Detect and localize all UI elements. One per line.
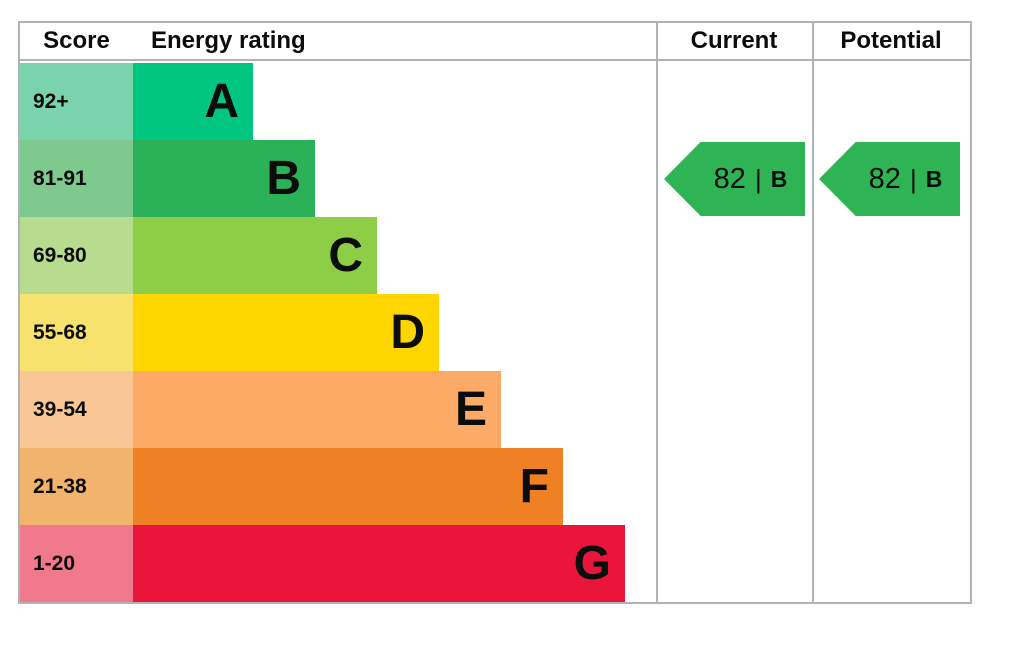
band-letter: E [454, 382, 487, 436]
score-range-label: 21-38 [20, 448, 133, 525]
score-band-divider: | [909, 163, 917, 194]
band-row-e: 39-54 E [20, 371, 970, 448]
score-range-label: 55-68 [20, 294, 133, 371]
score-range-label: 92+ [20, 63, 133, 140]
current-band-letter: B [770, 165, 788, 192]
rating-bar-e: E [133, 371, 501, 448]
rating-bar-c: C [133, 217, 377, 294]
potential-column-header: Potential [840, 27, 942, 54]
band-row-a: 92+ A [20, 63, 970, 140]
band-letter: G [573, 536, 611, 590]
score-range-label: 39-54 [20, 371, 133, 448]
score-band-divider: | [754, 163, 762, 194]
potential-score: 82 [868, 162, 901, 195]
energy-rating-column-header: Energy rating [151, 27, 306, 54]
epc-table: Score Energy rating Current Potential 92… [18, 21, 972, 604]
rating-bar-f: F [133, 448, 563, 525]
band-letter: A [204, 74, 239, 128]
rating-bands: 92+ A 81-91 B 69-80 C 55-68 D 39-54 E 21… [20, 63, 970, 602]
band-letter: D [390, 305, 425, 359]
band-letter: F [519, 459, 549, 513]
current-rating-arrow: 82 | B [664, 142, 805, 216]
rating-bar-g: G [133, 525, 625, 602]
potential-column-divider [812, 23, 814, 602]
current-score: 82 [713, 162, 746, 195]
band-row-f: 21-38 F [20, 448, 970, 525]
table-header: Score Energy rating Current Potential [20, 23, 970, 61]
score-range-label: 69-80 [20, 217, 133, 294]
rating-bar-b: B [133, 140, 315, 217]
band-row-b: 81-91 B [20, 140, 970, 217]
band-letter: B [266, 151, 301, 205]
score-range-label: 1-20 [20, 525, 133, 602]
rating-bar-d: D [133, 294, 439, 371]
band-row-g: 1-20 G [20, 525, 970, 602]
current-column-header: Current [690, 27, 778, 54]
band-row-d: 55-68 D [20, 294, 970, 371]
score-column-header: Score [43, 27, 110, 54]
band-letter: C [328, 228, 363, 282]
potential-band-letter: B [925, 165, 943, 192]
current-column-divider [656, 23, 658, 602]
band-row-c: 69-80 C [20, 217, 970, 294]
score-range-label: 81-91 [20, 140, 133, 217]
rating-bar-a: A [133, 63, 253, 140]
